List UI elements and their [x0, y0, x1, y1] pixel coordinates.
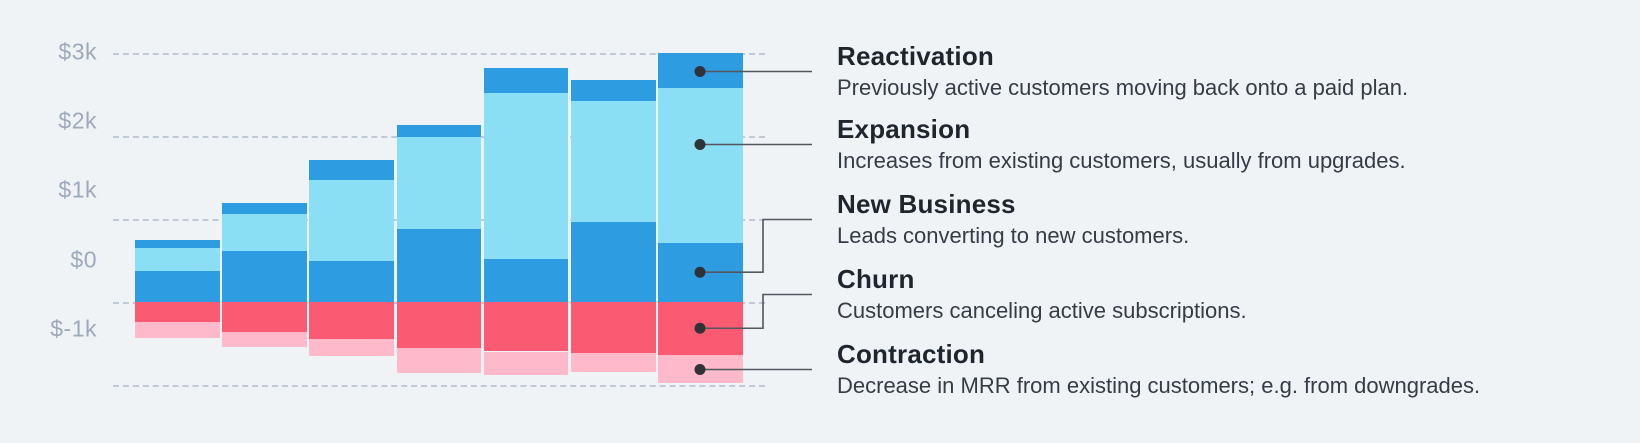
bar5-segment-expansion — [483, 93, 569, 260]
legend-item-new_business: New Business Leads converting to new cust… — [837, 188, 1189, 251]
y-axis-tick-label: $0 — [70, 246, 97, 273]
bar5-segment-reactivation — [483, 67, 569, 94]
bar1-segment-reactivation — [135, 240, 220, 248]
bar5-segment-contraction — [483, 351, 569, 375]
bar5-segment-new_business — [483, 259, 569, 302]
bar7-segment-contraction — [658, 354, 743, 384]
bar3-segment-reactivation — [309, 159, 394, 180]
legend-item-title: New Business — [837, 189, 1016, 219]
legend-item-expansion: Expansion Increases from existing custome… — [837, 113, 1406, 176]
y-axis-tick-label: $2k — [58, 107, 97, 134]
gridline — [113, 52, 765, 55]
legend-item-contraction: Contraction Decrease in MRR from existing… — [837, 338, 1480, 401]
bar1-segment-contraction — [135, 322, 220, 339]
legend-item-description: Leads converting to new customers. — [837, 223, 1190, 248]
bar2-segment-expansion — [222, 213, 307, 252]
legend-item-description: Customers canceling active subscriptions… — [837, 298, 1247, 323]
legend-item-title: Churn — [837, 264, 915, 294]
legend-item-title: Reactivation — [837, 41, 995, 71]
bar1-segment-expansion — [135, 247, 220, 271]
bar7-segment-new_business — [658, 242, 743, 302]
bar6-segment-churn — [571, 301, 656, 354]
legend-item-description: Increases from existing customers, usual… — [837, 148, 1406, 173]
bar6-segment-contraction — [571, 353, 656, 373]
legend-item-description: Previously active customers moving back … — [837, 75, 1409, 100]
bar4-segment-reactivation — [396, 124, 482, 138]
bar2-segment-churn — [222, 301, 307, 332]
bar7-segment-expansion — [658, 88, 743, 243]
y-axis-tick-label: $1k — [58, 176, 97, 203]
bar2-segment-new_business — [222, 251, 307, 302]
bar2-segment-contraction — [222, 331, 307, 347]
legend-item-description: Decrease in MRR from existing customers;… — [837, 373, 1481, 398]
legend-item-churn: Churn Customers canceling active subscrip… — [837, 263, 1247, 326]
bar2-segment-reactivation — [222, 202, 307, 214]
bar4-segment-churn — [396, 301, 482, 349]
bar1-segment-churn — [135, 301, 220, 323]
bar4-segment-contraction — [396, 348, 482, 374]
bar3-segment-churn — [309, 301, 394, 340]
bar3-segment-new_business — [309, 261, 394, 302]
y-axis-tick-label: $3k — [58, 38, 97, 65]
bar4-segment-new_business — [396, 228, 482, 302]
legend-item-reactivation: Reactivation Previously active customers … — [837, 40, 1408, 103]
bar5-segment-churn — [483, 301, 569, 352]
bar4-segment-expansion — [396, 137, 482, 229]
bar7-segment-reactivation — [658, 52, 743, 89]
legend-item-title: Expansion — [837, 114, 971, 144]
bar6-segment-new_business — [571, 222, 656, 302]
bar6-segment-reactivation — [571, 80, 656, 101]
gridline — [113, 384, 765, 387]
bar7-segment-churn — [658, 301, 743, 355]
bar3-segment-contraction — [309, 339, 394, 356]
legend-item-title: Contraction — [837, 339, 986, 369]
y-axis-tick-label: $-1k — [50, 315, 97, 342]
bar6-segment-expansion — [571, 100, 656, 222]
bar3-segment-expansion — [309, 179, 394, 262]
bar1-segment-new_business — [135, 270, 220, 302]
